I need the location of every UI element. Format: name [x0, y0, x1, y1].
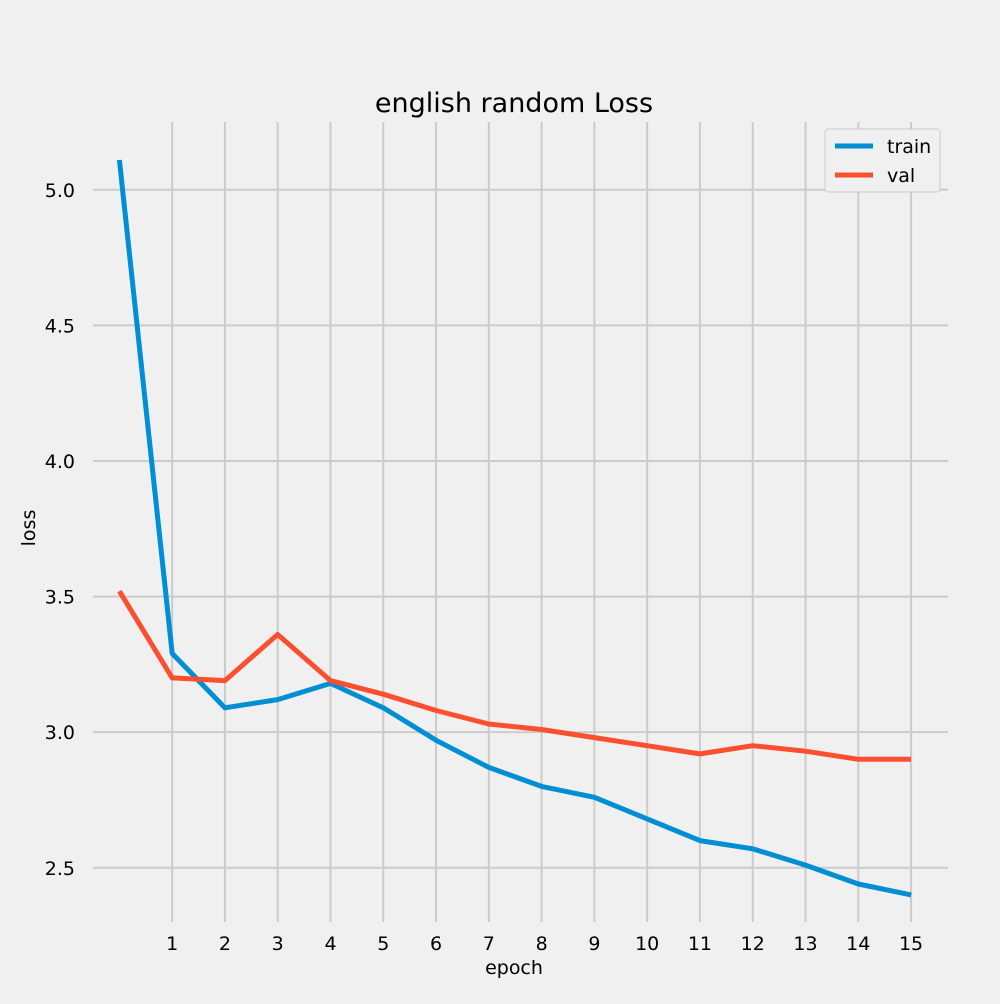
x-tick-label: 8	[536, 933, 548, 955]
x-tick-label: 4	[324, 933, 336, 955]
legend: train val	[825, 129, 940, 192]
x-tick-label: 7	[483, 933, 495, 955]
x-tick-label: 11	[688, 933, 712, 955]
y-tick-label: 4.5	[45, 315, 75, 337]
legend-label-val: val	[887, 165, 915, 187]
x-tick-label: 15	[899, 933, 923, 955]
x-tick-label: 2	[219, 933, 231, 955]
y-tick-label: 5.0	[45, 180, 75, 202]
grid-layer	[93, 122, 948, 922]
x-tick-label: 10	[635, 933, 659, 955]
y-tick-label: 3.0	[45, 722, 75, 744]
x-tick-label: 1	[166, 933, 178, 955]
x-tick-label: 14	[846, 933, 870, 955]
y-tick-label: 3.5	[45, 587, 75, 609]
series-line-val	[119, 591, 911, 759]
x-tick-label: 12	[741, 933, 765, 955]
y-tick-label: 4.0	[45, 451, 75, 473]
chart-title: english random Loss	[375, 88, 653, 119]
series-layer	[119, 160, 911, 895]
series-line-train	[119, 160, 911, 895]
x-tick-label: 3	[272, 933, 284, 955]
x-tick-label: 9	[588, 933, 600, 955]
legend-label-train: train	[887, 136, 931, 158]
x-axis-label: epoch	[485, 957, 543, 979]
y-tick-label: 2.5	[45, 858, 75, 880]
x-tick-label: 6	[430, 933, 442, 955]
x-tick-label: 13	[793, 933, 817, 955]
x-tick-label: 5	[377, 933, 389, 955]
y-axis-label: loss	[18, 510, 40, 547]
